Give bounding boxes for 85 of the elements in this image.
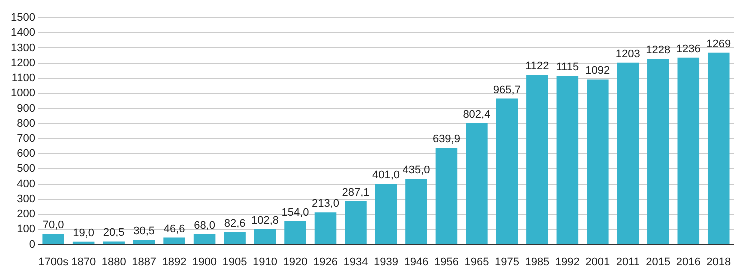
x-tick-label: 1939 (374, 256, 398, 268)
x-tick-label: 1887 (132, 256, 157, 268)
x-tick-label: 1956 (434, 256, 459, 268)
y-tick-label: 1000 (10, 88, 36, 100)
data-label: 20,5 (103, 227, 125, 240)
bar (375, 184, 398, 244)
bar (314, 212, 337, 244)
x-tick-label: 1892 (162, 256, 187, 268)
x-tick-label: 1880 (102, 256, 126, 268)
x-tick-label: 1920 (283, 256, 308, 268)
data-label: 639,9 (432, 134, 460, 146)
bar (224, 232, 246, 244)
bar (103, 242, 125, 244)
x-tick-label: 2001 (586, 256, 610, 268)
x-tick-label: 1870 (72, 256, 96, 268)
x-tick-label: 1985 (525, 256, 550, 268)
x-tick-label: 2018 (706, 256, 732, 268)
x-tick-label: 1992 (555, 256, 580, 268)
bar (556, 76, 579, 244)
bar (436, 148, 458, 244)
x-tick-label: 1700s (38, 256, 70, 268)
data-label: 19,0 (73, 227, 95, 240)
bar (133, 240, 156, 244)
data-label: 802,4 (463, 109, 491, 122)
bar (284, 222, 306, 244)
y-tick-label: 400 (17, 178, 36, 190)
data-label: 1228 (646, 44, 671, 57)
bar (587, 80, 609, 244)
x-tick-label: 1965 (464, 256, 490, 268)
x-tick-label: 2011 (616, 256, 640, 268)
x-tick-label: 1975 (494, 256, 520, 268)
bar (466, 123, 488, 244)
data-label: 1236 (676, 43, 701, 56)
data-label: 1203 (616, 48, 640, 60)
y-tick-label: 500 (17, 163, 36, 176)
bar (345, 201, 367, 244)
bar (254, 229, 276, 244)
data-label: 287,1 (342, 186, 370, 199)
data-label: 1122 (526, 60, 550, 73)
data-label: 401,0 (372, 170, 400, 182)
x-tick-label: 1946 (404, 256, 429, 268)
y-tick-label: 700 (17, 132, 36, 145)
data-label: 70,0 (42, 220, 64, 232)
bar (406, 179, 428, 244)
bar (648, 59, 670, 244)
x-tick-label: 2016 (676, 256, 701, 268)
data-label: 1092 (586, 65, 610, 78)
x-tick-label: 2015 (646, 256, 671, 268)
x-tick-label: 1900 (192, 256, 218, 268)
y-tick-label: 900 (17, 102, 36, 115)
data-label: 154,0 (282, 207, 310, 220)
y-tick-label: 1500 (10, 12, 36, 24)
data-label: 102,8 (252, 214, 280, 227)
y-tick-label: 300 (17, 193, 36, 206)
y-tick-label: 1200 (10, 57, 36, 70)
data-label: 30,5 (134, 226, 156, 238)
data-label: 965,7 (493, 84, 521, 96)
y-tick-label: 0 (29, 238, 36, 251)
y-tick-label: 100 (17, 224, 36, 236)
data-label: 68,0 (194, 220, 216, 232)
y-tick-label: 1400 (10, 27, 36, 40)
data-label: 1115 (556, 62, 580, 74)
bar (708, 52, 730, 244)
x-tick-label: 1910 (253, 256, 278, 268)
data-label: 46,6 (164, 223, 186, 236)
bar (496, 98, 518, 244)
y-tick-label: 600 (17, 148, 36, 160)
x-tick-label: 1926 (314, 256, 338, 268)
data-label: 82,6 (224, 218, 246, 230)
data-label: 435,0 (402, 164, 430, 177)
x-tick-label: 1905 (222, 256, 248, 268)
bar (617, 62, 640, 244)
y-tick-label: 800 (17, 118, 36, 130)
bar (194, 234, 216, 244)
bar (42, 234, 64, 244)
bar (72, 242, 95, 244)
y-tick-label: 200 (17, 208, 36, 221)
bar (526, 75, 548, 244)
y-tick-label: 1300 (10, 42, 36, 54)
y-tick-label: 1100 (12, 72, 36, 85)
data-label: 1269 (706, 38, 732, 50)
bar (678, 58, 700, 244)
bar (164, 238, 186, 244)
data-label: 213,0 (312, 198, 340, 210)
x-tick-label: 1934 (344, 256, 368, 268)
